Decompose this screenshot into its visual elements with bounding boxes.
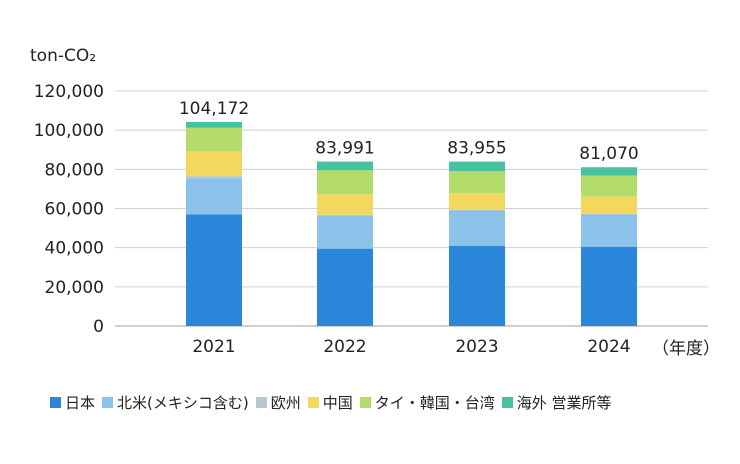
y-tick-label: 40,000 [45,239,104,259]
bar-segment [581,214,637,246]
bar-segment [449,162,505,172]
legend-swatch [50,397,61,408]
y-tick-label: 0 [93,317,104,337]
legend-label: 海外 営業所等 [517,392,612,413]
bar-segment [581,167,637,175]
y-tick-label: 100,000 [34,121,104,141]
y-tick-label: 20,000 [45,278,104,298]
legend-label: 日本 [65,392,95,413]
legend-item: 中国 [308,392,353,413]
chart-legend: 日本 北米(メキシコ含む) 欧州 中国 タイ・韓国・台湾 海外 営業所等 [50,392,730,413]
legend-item: 日本 [50,392,95,413]
bar-segment [317,215,373,216]
legend-swatch [102,397,113,408]
bar-segment [449,171,505,193]
total-data-label: 83,991 [315,139,374,159]
bar-segment [449,246,505,326]
bar-segment [186,176,242,178]
legend-swatch [502,397,513,408]
x-tick-label: 2022 [323,337,366,357]
bar-segment [581,176,637,197]
legend-item: 欧州 [256,392,301,413]
legend-label: タイ・韓国・台湾 [375,392,495,413]
total-data-label: 104,172 [179,99,249,119]
x-tick-label: 2024 [587,337,630,357]
bar-segment [317,194,373,215]
legend-swatch [256,397,267,408]
bar-segment [449,210,505,245]
bar-segment [186,151,242,176]
y-tick-label: 80,000 [45,160,104,180]
legend-swatch [360,397,371,408]
bar-segment [317,162,373,171]
bar-segment [186,128,242,152]
bar-segment [186,122,242,128]
bar-segment [186,178,242,214]
x-tick-label: 2021 [192,337,235,357]
bar-segment [449,193,505,210]
bar-segment [449,210,505,211]
y-axis-unit-label: ton-CO₂ [30,46,96,66]
y-tick-label: 120,000 [34,82,104,102]
bar-segment [581,247,637,326]
legend-label: 欧州 [271,392,301,413]
bar-segment [317,170,373,194]
y-tick-label: 60,000 [45,200,104,220]
bar-segment [581,197,637,214]
x-axis-unit-label: （年度） [652,334,720,359]
legend-label: 北米(メキシコ含む) [117,392,249,413]
legend-item: 北米(メキシコ含む) [102,392,249,413]
legend-label: 中国 [323,392,353,413]
legend-item: タイ・韓国・台湾 [360,392,495,413]
legend-swatch [308,397,319,408]
total-data-label: 83,955 [447,139,506,159]
total-data-label: 81,070 [579,144,638,164]
legend-item: 海外 営業所等 [502,392,612,413]
x-tick-label: 2023 [455,337,498,357]
bar-segment [317,249,373,326]
bar-segment [317,215,373,248]
bar-segment [186,214,242,326]
